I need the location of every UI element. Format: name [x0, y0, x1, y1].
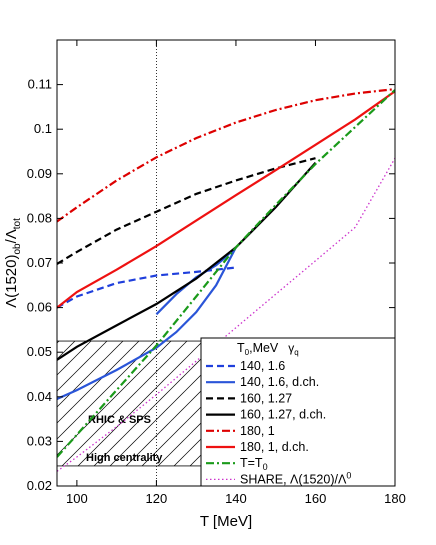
- legend-label-3: 160, 1.27: [240, 391, 292, 405]
- y-tick-label: 0.06: [27, 300, 52, 315]
- legend-label-8: SHARE, Λ(1520)/Λ0: [240, 470, 351, 486]
- y-tick-label: 0.02: [27, 478, 52, 493]
- legend-label-4: 160, 1.27, d.ch.: [240, 408, 326, 422]
- series-line-8: [57, 157, 395, 472]
- x-tick-label: 160: [305, 491, 327, 506]
- y-tick-label: 0.05: [27, 344, 52, 359]
- legend-label-5: 180, 1: [240, 424, 275, 438]
- legend-box: [200, 337, 396, 487]
- legend-label-1: 140, 1.6: [240, 359, 285, 373]
- x-tick-label: 120: [146, 491, 168, 506]
- y-tick-label: 0.08: [27, 210, 52, 225]
- legend-header: T0,MeV γq: [237, 341, 299, 357]
- x-tick-label: 140: [225, 491, 247, 506]
- series-line-6: [57, 90, 395, 309]
- series-line-4: [57, 161, 317, 361]
- series-line-7: [57, 89, 395, 458]
- shaded-region-label-2: High centrality: [86, 452, 163, 464]
- legend: T0,MeV γq 140, 1.6 140, 1.6, d.ch. 160, 1.2…: [200, 337, 396, 487]
- series-line-3: [57, 157, 316, 265]
- y-tick-label: 0.1: [34, 121, 52, 136]
- y-tick-label: 0.07: [27, 255, 52, 270]
- x-tick-label: 180: [384, 491, 406, 506]
- shaded-region-labels: RHIC & SPS High centrality: [86, 414, 163, 464]
- series-line-5: [57, 88, 395, 223]
- legend-label-2: 140, 1.6, d.ch.: [240, 375, 319, 389]
- x-axis-label: T [MeV]: [200, 513, 252, 530]
- y-tick-label: 0.09: [27, 166, 52, 181]
- legend-label-7: T=T0: [240, 456, 268, 472]
- series-layer: [57, 88, 395, 472]
- y-tick-label: 0.11: [28, 77, 52, 92]
- x-tick-label: 100: [66, 491, 88, 506]
- y-tick-label: 0.04: [27, 389, 52, 404]
- y-tick-label: 0.03: [27, 433, 52, 448]
- shaded-region-label-1: RHIC & SPS: [88, 414, 151, 426]
- legend-label-6: 180, 1, d.ch.: [240, 440, 309, 454]
- y-axis-label: Λ(1520)ob/Λtot: [3, 218, 23, 308]
